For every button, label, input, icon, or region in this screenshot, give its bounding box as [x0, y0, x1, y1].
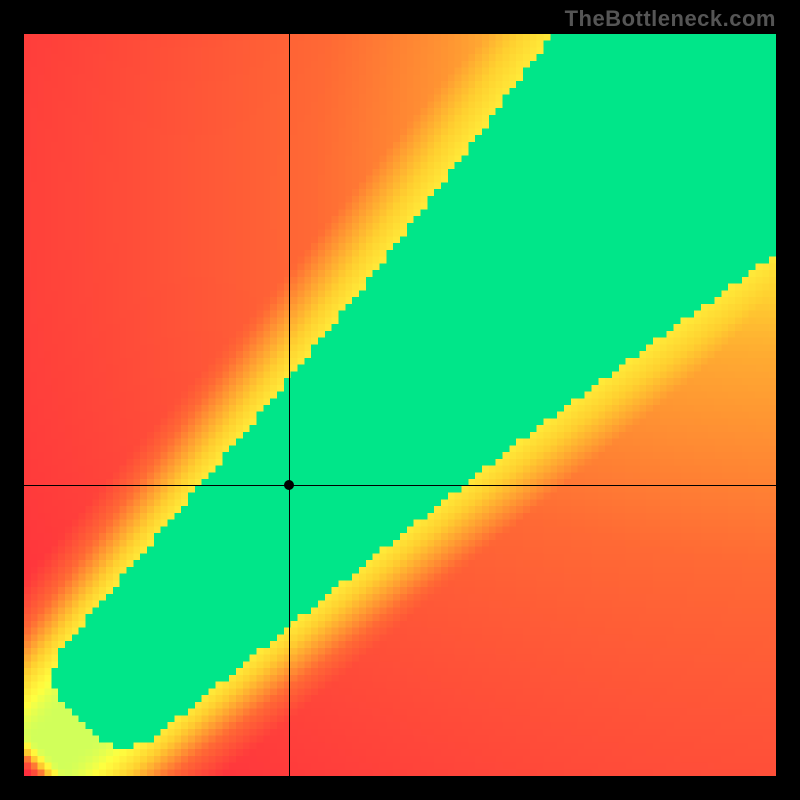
crosshair-horizontal [24, 485, 776, 486]
heatmap-canvas [24, 34, 776, 776]
crosshair-point [284, 480, 294, 490]
crosshair-vertical [289, 34, 290, 776]
figure-frame: TheBottleneck.com [0, 0, 800, 800]
watermark-text: TheBottleneck.com [565, 6, 776, 32]
plot-area [24, 34, 776, 776]
